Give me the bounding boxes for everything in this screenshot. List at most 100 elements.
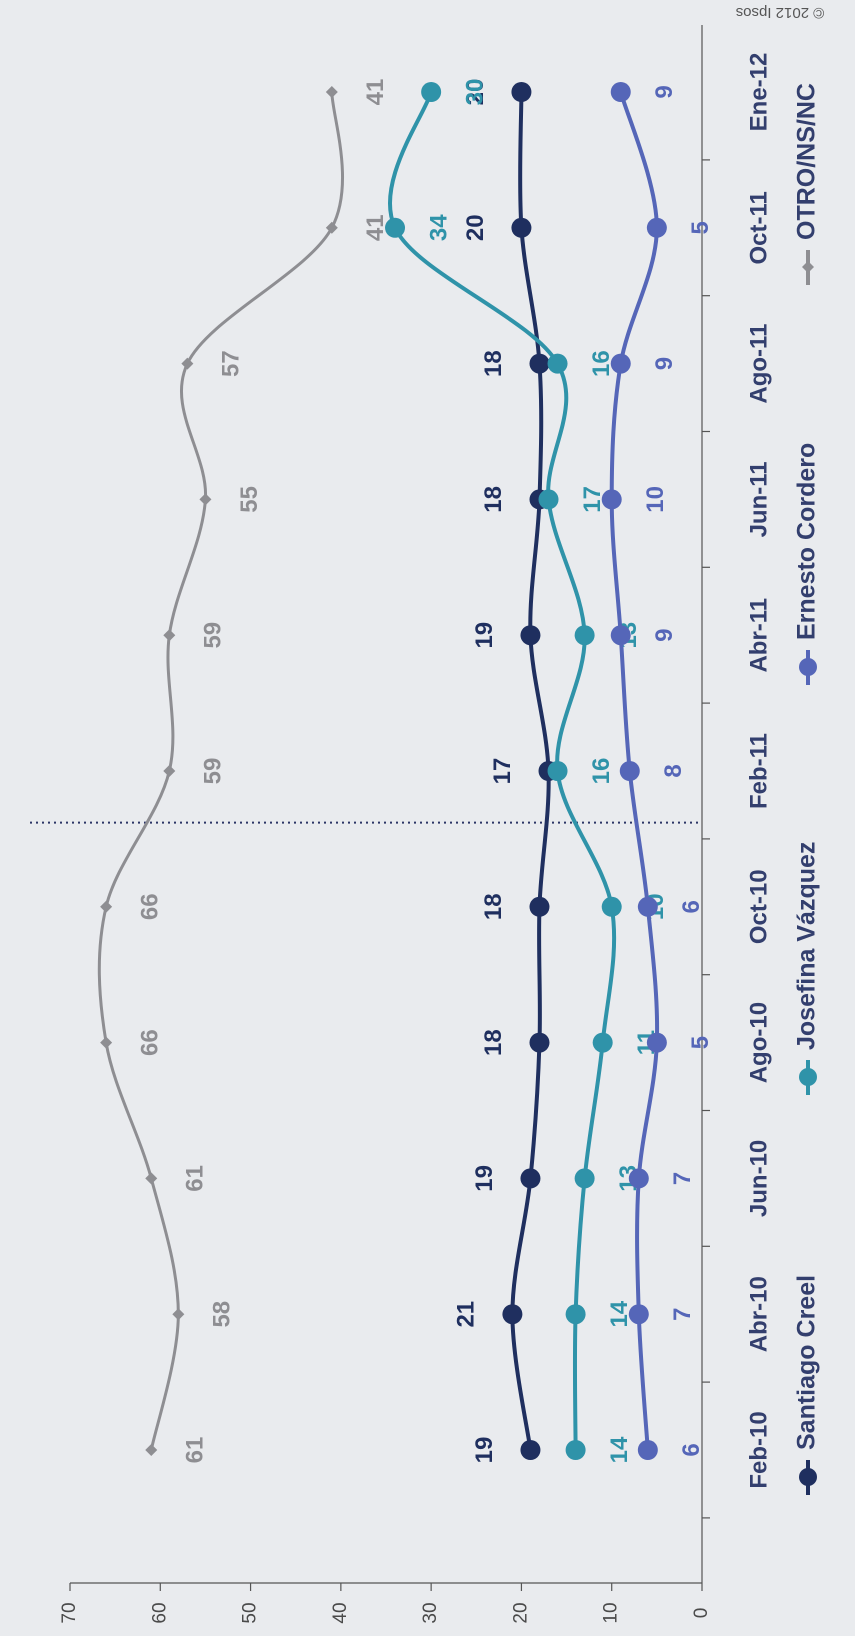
data-label-santiago-creel: 18 [480,350,507,377]
data-label-santiago-creel: 20 [462,214,489,241]
data-point-otro-ns-nc [172,1308,185,1321]
y-tick-label: 60 [149,1602,170,1623]
x-tick-label: Ago-11 [745,324,772,404]
data-point-otro-ns-nc [325,221,338,234]
x-tick-label: Jun-11 [745,461,772,537]
data-label-santiago-creel: 18 [480,1029,507,1056]
data-point-otro-ns-nc [325,86,338,98]
series-line-josefina-v-zquez [388,91,617,1451]
data-point-ernesto-cordero [601,489,622,510]
data-label-santiago-creel: 18 [480,486,507,513]
legend-swatch-marker-ernesto-cordero [799,658,817,676]
data-label-josefina-v-zquez: 14 [606,1300,633,1327]
data-point-ernesto-cordero [637,1440,658,1460]
data-label-otro-ns-nc: 58 [209,1301,236,1328]
series-line-otro-ns-nc [97,91,344,1451]
x-tick-label: Jun-10 [745,1140,772,1217]
data-point-josefina-v-zquez [547,761,568,781]
data-label-ernesto-cordero: 7 [669,1308,696,1321]
data-label-ernesto-cordero: 7 [669,1172,696,1185]
legend-label-ernesto-cordero: Ernesto Cordero [793,443,821,640]
data-label-ernesto-cordero: 9 [651,85,678,98]
legend-label-otro-ns-nc: OTRO/NS/NC [793,83,821,240]
data-point-otro-ns-nc [163,629,176,642]
copyright-text: © 2012 Ipsos [736,4,825,21]
x-tick-label: Abr-10 [745,1276,772,1352]
data-label-otro-ns-nc: 59 [200,622,227,649]
legend-swatch-marker-otro-ns-nc [802,261,814,273]
y-tick-label: 10 [601,1602,622,1623]
data-label-otro-ns-nc: 41 [362,214,389,241]
data-label-ernesto-cordero: 5 [687,1036,714,1049]
data-label-ernesto-cordero: 6 [678,1443,705,1456]
data-point-ernesto-cordero [628,1304,649,1325]
data-point-ernesto-cordero [646,217,667,238]
data-point-otro-ns-nc [199,493,212,506]
data-point-otro-ns-nc [100,1036,113,1049]
legend-label-josefina-v-zquez: Josefina Vázquez [793,842,821,1050]
x-tick-label: Ago-10 [745,1002,772,1083]
data-label-ernesto-cordero: 8 [660,764,687,777]
data-point-josefina-v-zquez [601,896,622,917]
data-point-otro-ns-nc [145,1444,158,1456]
x-tick-label: Abr-11 [745,598,772,673]
data-label-santiago-creel: 19 [471,1437,498,1464]
data-label-ernesto-cordero: 6 [678,900,705,913]
data-label-otro-ns-nc: 66 [136,1029,163,1056]
data-label-santiago-creel: 19 [471,622,498,649]
data-point-josefina-v-zquez [574,625,595,646]
data-point-josefina-v-zquez [565,1440,586,1460]
data-point-ernesto-cordero [610,625,631,646]
data-label-josefina-v-zquez: 17 [579,486,606,513]
data-label-otro-ns-nc: 55 [236,486,263,513]
data-label-santiago-creel: 17 [489,758,516,785]
data-label-santiago-creel: 19 [471,1165,498,1192]
data-point-josefina-v-zquez [592,1032,613,1053]
x-tick-label: Ene-12 [745,53,772,132]
data-point-santiago-creel [529,353,550,374]
data-point-santiago-creel [511,217,532,238]
x-tick-label: Oct-10 [745,869,772,944]
data-point-santiago-creel [520,625,541,646]
data-label-ernesto-cordero: 10 [642,486,669,513]
y-tick-label: 30 [420,1602,441,1623]
data-label-josefina-v-zquez: 30 [461,79,488,106]
data-point-otro-ns-nc [181,357,194,370]
data-point-josefina-v-zquez [574,1168,595,1189]
data-point-ernesto-cordero [619,761,640,781]
x-tick-label: Feb-11 [745,733,772,809]
data-point-josefina-v-zquez [547,353,568,374]
data-point-ernesto-cordero [628,1168,649,1189]
y-tick-label: 20 [510,1602,531,1623]
data-point-otro-ns-nc [163,765,176,777]
data-label-otro-ns-nc: 61 [182,1165,209,1192]
data-label-josefina-v-zquez: 16 [588,758,615,785]
data-point-josefina-v-zquez [421,82,442,102]
data-point-josefina-v-zquez [385,217,406,238]
data-label-santiago-creel: 21 [453,1301,480,1328]
x-tick-label: Feb-10 [745,1411,772,1488]
data-label-ernesto-cordero: 5 [687,221,714,234]
data-label-ernesto-cordero: 9 [651,357,678,370]
data-label-josefina-v-zquez: 16 [588,350,615,377]
data-label-ernesto-cordero: 9 [651,629,678,642]
data-point-santiago-creel [520,1440,541,1460]
data-point-santiago-creel [511,82,532,102]
data-label-josefina-v-zquez: 34 [425,214,452,241]
data-point-otro-ns-nc [100,900,113,913]
data-label-otro-ns-nc: 57 [218,350,245,377]
data-label-santiago-creel: 18 [480,893,507,920]
data-point-ernesto-cordero [610,82,631,102]
data-point-santiago-creel [520,1168,541,1189]
x-tick-label: Oct-11 [745,191,772,264]
data-point-santiago-creel [529,896,550,917]
data-label-santiago-creel: 20 [462,79,489,106]
y-tick-label: 70 [59,1602,80,1623]
data-label-otro-ns-nc: 59 [200,758,227,785]
y-tick-label: 50 [240,1602,261,1623]
y-tick-label: 0 [691,1608,712,1619]
legend-label-santiago-creel: Santiago Creel [793,1275,821,1450]
data-label-josefina-v-zquez: 14 [606,1436,633,1463]
